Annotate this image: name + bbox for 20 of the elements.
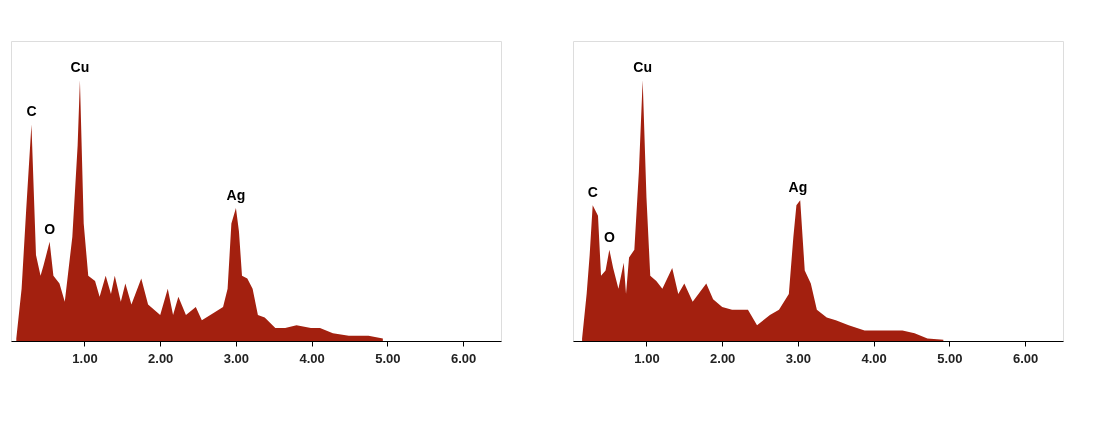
annotation: Cu [70, 59, 90, 76]
annotation: Cu [633, 59, 653, 76]
annotation: Ag [226, 186, 246, 203]
x-tick-label: 4.00 [861, 350, 887, 366]
annotation: O [603, 228, 615, 245]
x-tick-label: 2.00 [148, 350, 174, 366]
annotation: C [587, 184, 598, 201]
x-tick-label: 6.00 [450, 350, 477, 366]
x-tick-label: 6.00 [1012, 350, 1039, 366]
x-tick-label: 5.00 [375, 350, 401, 366]
x-tick-label: 2.00 [710, 350, 736, 366]
x-tick-label: 1.00 [72, 350, 98, 366]
x-tick-label: 1.00 [634, 350, 660, 366]
annotation: O [44, 220, 56, 237]
x-tick-label: 3.00 [223, 350, 250, 366]
x-tick-label: 3.00 [785, 350, 812, 366]
annotation: Ag [788, 179, 808, 196]
x-tick-label: 5.00 [937, 350, 963, 366]
x-tick-label: 4.00 [299, 350, 325, 366]
annotation: C [26, 103, 37, 120]
